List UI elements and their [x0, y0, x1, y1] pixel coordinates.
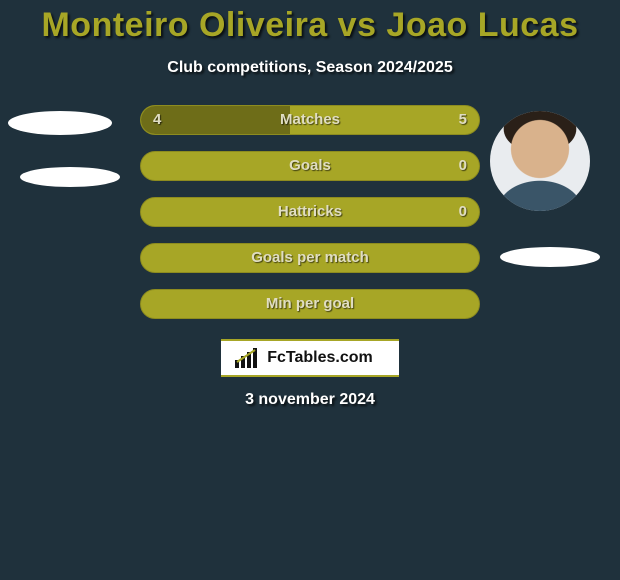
stat-row: Matches4 5	[140, 105, 480, 135]
brand-text: FcTables.com	[267, 349, 373, 366]
player-left-shape-2	[20, 167, 120, 187]
snapshot-date: 3 november 2024	[0, 391, 620, 409]
stat-value-right: 0	[459, 152, 467, 180]
bar-chart-icon	[235, 348, 259, 368]
stat-value-right: 5	[459, 106, 467, 134]
stat-bars: Matches45Goals0Hattricks0Goals per match…	[140, 105, 480, 335]
stat-row: Goals per match	[140, 243, 480, 273]
avatar-face-icon	[490, 111, 590, 211]
stat-label: Min per goal	[141, 290, 479, 318]
player-right-avatar	[490, 111, 590, 211]
stat-label: Hattricks	[141, 198, 479, 226]
stat-value-left: 4	[153, 106, 161, 134]
stat-row: Hattricks0	[140, 197, 480, 227]
stat-label: Goals per match	[141, 244, 479, 272]
stat-value-right: 0	[459, 198, 467, 226]
stat-label: Goals	[141, 152, 479, 180]
brand-badge: FcTables.com	[221, 339, 399, 377]
subtitle: Club competitions, Season 2024/2025	[0, 45, 620, 77]
player-left-shape-1	[8, 111, 112, 135]
page-title: Monteiro Oliveira vs Joao Lucas	[0, 0, 620, 45]
stat-row: Goals0	[140, 151, 480, 181]
player-right-shape-2	[500, 247, 600, 267]
footer: FcTables.com 3 november 2024	[0, 339, 620, 409]
stat-row: Min per goal	[140, 289, 480, 319]
stat-label: Matches	[141, 106, 479, 134]
